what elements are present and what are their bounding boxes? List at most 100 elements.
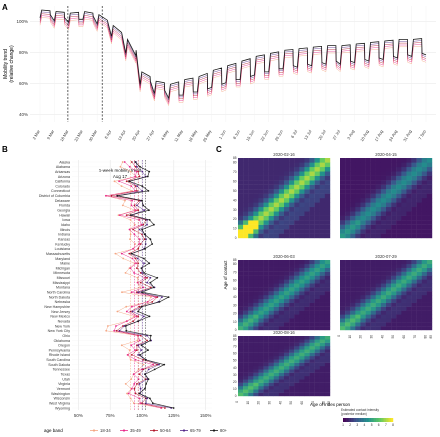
panel-c-x-label: Age of index person: [310, 402, 351, 407]
heatmap-cell: [355, 229, 361, 234]
panel-b-x-tick: 100%: [136, 413, 148, 418]
heatmap-cell: [284, 298, 290, 303]
colorbar-step: [375, 418, 377, 422]
heatmap-cell: [314, 291, 320, 296]
heatmap-cell: [273, 349, 280, 353]
heatmap-cell: [319, 392, 326, 397]
heatmap-cell: [258, 366, 264, 370]
heatmap-cell: [360, 175, 366, 181]
heatmap-cell: [386, 162, 392, 168]
heatmap-cell: [411, 283, 417, 288]
heatmap-cell: [263, 267, 269, 272]
heatmap-cell: [319, 366, 326, 370]
heatmap-cell: [309, 166, 315, 172]
heatmap-cell: [238, 287, 244, 292]
heatmap-cell: [238, 198, 244, 203]
heatmap-cell: [289, 171, 295, 176]
heatmap-cell: [268, 318, 274, 323]
heatmap-cell: [314, 263, 320, 268]
heatmap-cell: [284, 352, 290, 357]
heatmap-cell: [360, 215, 366, 221]
heatmap-cell: [284, 349, 290, 353]
heatmap-x-tick: 20: [257, 401, 261, 405]
heatmap-cell: [248, 386, 254, 390]
panel-a-x-tick: 13 Jul: [303, 129, 313, 141]
heatmap-cell: [309, 291, 315, 296]
heatmap-cell: [248, 302, 254, 307]
heatmap-cell: [309, 275, 315, 280]
legend-dot-50-64: [152, 429, 156, 432]
heatmap-cell: [294, 233, 300, 239]
panel-b-state-label: Arizona: [58, 175, 70, 179]
heatmap-cell: [324, 356, 331, 360]
heatmap-cell: [243, 326, 249, 331]
heatmap-cell: [289, 339, 295, 343]
heatmap-cell: [248, 220, 254, 225]
heatmap-cell: [401, 158, 407, 163]
panel-b-point-80+: [130, 252, 133, 255]
heatmap-cell: [243, 158, 249, 163]
heatmap-cell: [304, 362, 310, 367]
heatmap-cell: [273, 379, 280, 383]
heatmap-cell: [238, 379, 244, 383]
heatmap-cell: [319, 295, 326, 300]
heatmap-cell: [406, 310, 412, 315]
heatmap-cell: [324, 158, 331, 163]
heatmap-cell: [375, 295, 382, 300]
panel-b-point-65-79: [118, 329, 121, 332]
panel-b-state-label: Kentucky: [55, 242, 70, 246]
panel-b-point-35-49: [134, 358, 137, 361]
heatmap-cell: [319, 389, 326, 393]
heatmap-title: 2020-06-03: [273, 254, 295, 259]
heatmap-cell: [350, 302, 356, 307]
heatmap-cell: [304, 202, 310, 208]
heatmap-cell: [360, 295, 366, 300]
heatmap-cell: [345, 287, 351, 292]
panel-b-point-50-64: [130, 161, 133, 163]
heatmap-cell: [380, 260, 387, 265]
panel-b-point-18-34: [120, 344, 123, 347]
heatmap-cell: [299, 366, 305, 370]
heatmap-cell: [386, 295, 392, 300]
heatmap-cell: [258, 386, 264, 390]
heatmap-cell: [314, 233, 320, 239]
heatmap-cell: [258, 376, 264, 380]
heatmap-cell: [284, 180, 290, 185]
heatmap-cell: [268, 291, 274, 296]
heatmap-cell: [243, 279, 249, 284]
heatmap-cell: [253, 356, 259, 360]
heatmap-cell: [360, 322, 366, 327]
heatmap-cell: [309, 342, 315, 347]
heatmap-cell: [273, 359, 280, 363]
heatmap-cell: [324, 198, 331, 203]
heatmap-cell: [355, 267, 361, 272]
heatmap-cell: [243, 283, 249, 288]
panel-b-point-50-64: [143, 238, 146, 241]
heatmap-cell: [243, 322, 249, 327]
heatmap-cell: [406, 267, 412, 272]
heatmap-cell: [268, 206, 274, 212]
heatmap-cell: [238, 352, 244, 357]
heatmap-cell: [268, 220, 274, 225]
colorbar-step: [364, 418, 366, 422]
heatmap-cell: [253, 202, 259, 208]
heatmap-cell: [263, 359, 269, 363]
panel-b-point-80+: [149, 334, 152, 337]
colorbar-step: [371, 418, 374, 422]
heatmap-cell: [380, 220, 387, 225]
panel-b-point-80+: [146, 175, 149, 178]
heatmap-cell: [401, 224, 407, 230]
heatmap-cell: [375, 180, 382, 185]
panel-b-point-18-34: [133, 223, 136, 226]
heatmap-cell: [421, 158, 428, 163]
heatmap-cell: [268, 229, 274, 234]
colorbar-step: [388, 418, 390, 422]
heatmap-cell: [416, 193, 422, 199]
heatmap-cell: [248, 298, 254, 303]
heatmap-cell: [258, 389, 264, 393]
heatmap-y-tick: 10: [233, 387, 237, 391]
heatmap-cell: [340, 193, 346, 199]
heatmap-cell: [386, 206, 392, 212]
heatmap-cell: [416, 275, 422, 280]
heatmap-cell: [243, 362, 249, 367]
